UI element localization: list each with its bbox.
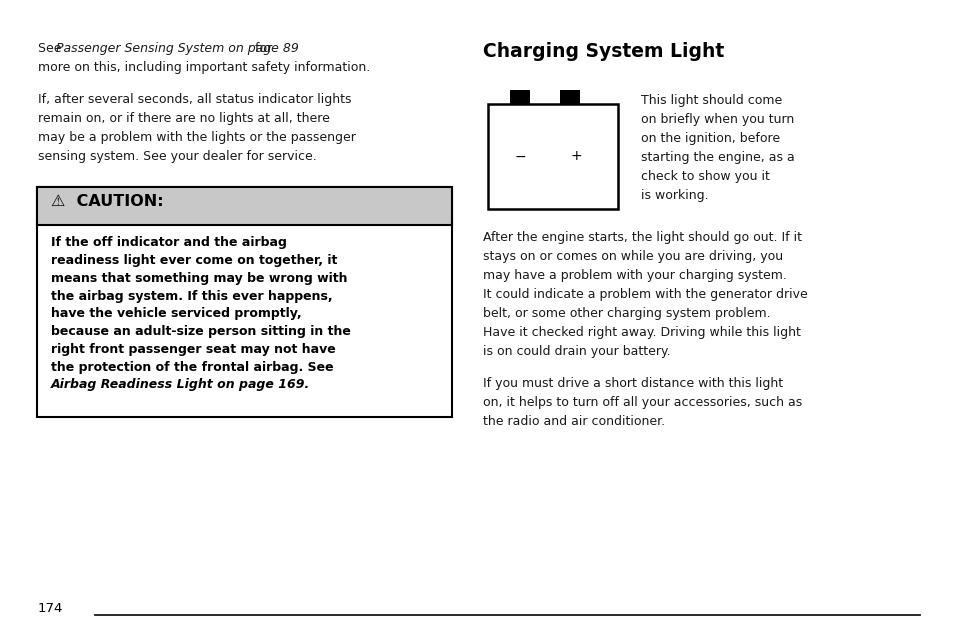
Text: the protection of the frontal airbag. See: the protection of the frontal airbag. Se… (51, 361, 334, 373)
Text: may be a problem with the lights or the passenger: may be a problem with the lights or the … (38, 131, 355, 144)
Text: the airbag system. If this ever happens,: the airbag system. If this ever happens, (51, 289, 333, 303)
Text: on the ignition, before: on the ignition, before (640, 132, 780, 145)
Text: on, it helps to turn off all your accessories, such as: on, it helps to turn off all your access… (482, 396, 801, 410)
Text: If you must drive a short distance with this light: If you must drive a short distance with … (482, 377, 782, 391)
Text: on briefly when you turn: on briefly when you turn (640, 113, 794, 126)
Text: +: + (570, 149, 581, 163)
Text: remain on, or if there are no lights at all, there: remain on, or if there are no lights at … (38, 113, 330, 125)
Text: sensing system. See your dealer for service.: sensing system. See your dealer for serv… (38, 150, 316, 163)
Text: After the engine starts, the light should go out. If it: After the engine starts, the light shoul… (482, 231, 801, 244)
Text: If, after several seconds, all status indicator lights: If, after several seconds, all status in… (38, 93, 351, 106)
Text: more on this, including important safety information.: more on this, including important safety… (38, 61, 370, 74)
Text: the radio and air conditioner.: the radio and air conditioner. (482, 415, 664, 428)
Text: check to show you it: check to show you it (640, 170, 769, 183)
Text: may have a problem with your charging system.: may have a problem with your charging sy… (482, 269, 786, 282)
Bar (559, 90, 579, 104)
Text: is on could drain your battery.: is on could drain your battery. (482, 345, 670, 358)
Text: starting the engine, as a: starting the engine, as a (640, 151, 794, 164)
Text: ⚠  CAUTION:: ⚠ CAUTION: (51, 195, 164, 209)
Text: because an adult-size person sitting in the: because an adult-size person sitting in … (51, 325, 351, 338)
Text: 174: 174 (38, 602, 63, 615)
Text: If the off indicator and the airbag: If the off indicator and the airbag (51, 237, 287, 249)
Text: means that something may be wrong with: means that something may be wrong with (51, 272, 347, 285)
Text: have the vehicle serviced promptly,: have the vehicle serviced promptly, (51, 307, 301, 321)
Text: for: for (251, 42, 272, 55)
Bar (37, 187, 452, 417)
Text: This light should come: This light should come (640, 94, 781, 107)
Text: It could indicate a problem with the generator drive: It could indicate a problem with the gen… (482, 288, 807, 301)
Text: See: See (38, 42, 66, 55)
Text: stays on or comes on while you are driving, you: stays on or comes on while you are drivi… (482, 250, 782, 263)
Text: Airbag Readiness Light on page 169.: Airbag Readiness Light on page 169. (51, 378, 310, 391)
Text: readiness light ever come on together, it: readiness light ever come on together, i… (51, 254, 337, 267)
Text: right front passenger seat may not have: right front passenger seat may not have (51, 343, 335, 356)
Text: Passenger Sensing System on page 89: Passenger Sensing System on page 89 (56, 42, 298, 55)
Text: belt, or some other charging system problem.: belt, or some other charging system prob… (482, 307, 770, 320)
Bar (510, 90, 530, 104)
Bar (37, 187, 452, 225)
Text: Charging System Light: Charging System Light (482, 42, 723, 61)
Text: is working.: is working. (640, 189, 708, 202)
Text: Have it checked right away. Driving while this light: Have it checked right away. Driving whil… (482, 326, 800, 339)
Text: −: − (514, 149, 525, 163)
Bar (488, 104, 618, 209)
